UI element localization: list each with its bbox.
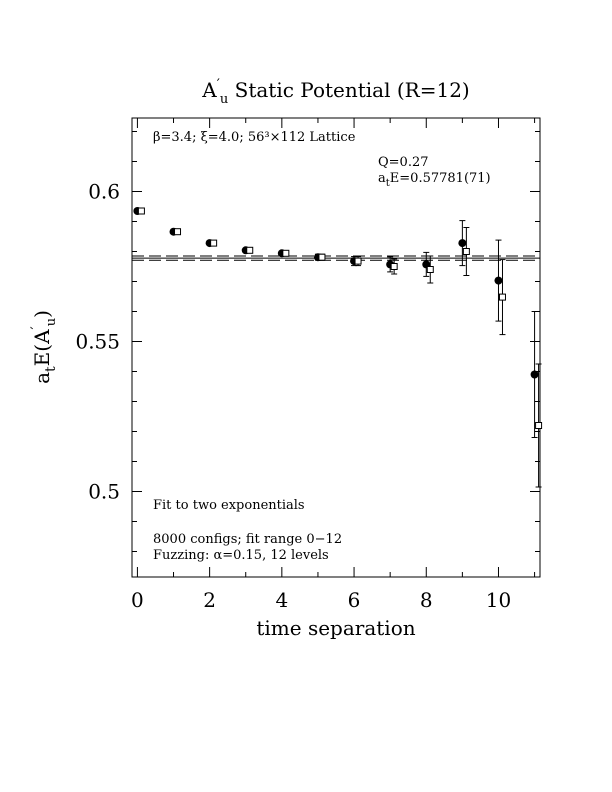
y-tick-label: 0.5 (88, 480, 120, 504)
y-tick-label: 0.55 (75, 330, 120, 354)
data-point-square (137, 207, 145, 215)
fit-annotation: Fit to two exponentials (153, 498, 305, 513)
data-point-square (535, 422, 543, 429)
data-point-square (210, 239, 218, 247)
y-axis-label: atE(A′u) (29, 310, 59, 384)
data-point-square (390, 263, 398, 270)
x-tick-label: 6 (348, 588, 361, 612)
fuzzing-annotation: Fuzzing: α=0.15, 12 levels (153, 548, 329, 563)
plot-frame (131, 117, 541, 578)
data-points (133, 207, 543, 488)
data-point-square (354, 257, 362, 265)
data-point-square (282, 249, 290, 257)
configs-annotation: 8000 configs; fit range 0−12 (153, 532, 342, 547)
data-point-square (462, 248, 470, 255)
x-tick-label: 8 (420, 588, 433, 612)
data-point-square (426, 266, 434, 273)
x-axis-label: time separation (256, 616, 415, 640)
energy-annotation: atE=0.57781(71) (378, 171, 491, 189)
x-tick-label: 4 (275, 588, 288, 612)
data-point-square (174, 228, 182, 236)
x-tick-label: 0 (131, 588, 144, 612)
axis-ticks (132, 118, 540, 577)
data-point-square (246, 246, 254, 254)
x-tick-label: 2 (203, 588, 216, 612)
data-point-circle (530, 370, 539, 379)
fit-band (132, 255, 540, 261)
tick-labels: 0 2 4 6 8 10 0.5 0.55 0.6 (75, 180, 511, 613)
data-point-square (498, 293, 506, 301)
data-point-circle (494, 276, 503, 285)
chart-title: A′u Static Potential (R=12) (201, 77, 469, 107)
q-annotation: Q=0.27 (378, 155, 429, 170)
lattice-annotation: β=3.4; ξ=4.0; 56³×112 Lattice (153, 130, 356, 145)
x-tick-label: 10 (486, 588, 511, 612)
data-point-square (318, 253, 326, 261)
y-tick-label: 0.6 (88, 180, 120, 204)
data-point-circle (458, 239, 467, 248)
